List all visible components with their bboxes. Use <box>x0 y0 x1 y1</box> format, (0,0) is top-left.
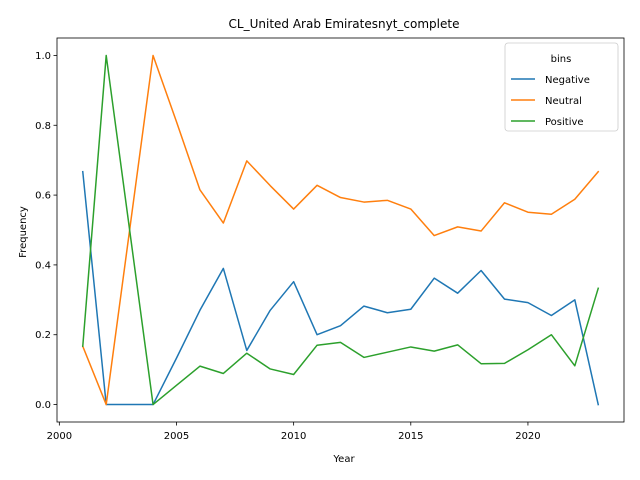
x-tick-label: 2000 <box>47 431 72 442</box>
x-tick-label: 2005 <box>164 431 189 442</box>
x-tick-label: 2020 <box>515 431 540 442</box>
plot-area <box>56 37 625 423</box>
x-axis-label: Year <box>332 454 355 465</box>
x-axis-ticks: 2000 2005 2010 2015 2020 <box>47 422 541 442</box>
legend-label-negative: Negative <box>545 75 590 86</box>
y-tick-label: 0.2 <box>35 330 51 341</box>
legend-title: bins <box>551 54 572 65</box>
legend: bins Negative Neutral Positive <box>504 42 619 132</box>
chart-title: CL_United Arab Emiratesnyt_complete <box>229 17 460 31</box>
y-tick-label: 0.8 <box>35 121 51 132</box>
legend-label-positive: Positive <box>545 117 584 128</box>
series-line-neutral <box>81 54 600 406</box>
legend-items: Negative Neutral Positive <box>511 75 590 128</box>
y-axis-ticks: 0.0 0.2 0.4 0.6 0.8 1.0 <box>35 51 57 411</box>
axes-frame <box>56 37 625 423</box>
y-tick-label: 0.6 <box>35 191 51 202</box>
legend-box <box>504 42 619 132</box>
series-line-positive <box>81 54 600 406</box>
y-axis-label: Frequency <box>18 206 29 258</box>
x-tick-label: 2015 <box>398 431 423 442</box>
series-line-negative <box>81 170 600 406</box>
y-tick-label: 0.0 <box>35 400 51 411</box>
legend-label-neutral: Neutral <box>545 96 582 107</box>
y-tick-label: 1.0 <box>35 51 51 62</box>
series-group <box>81 54 600 406</box>
x-tick-label: 2010 <box>281 431 306 442</box>
y-tick-label: 0.4 <box>35 260 51 271</box>
